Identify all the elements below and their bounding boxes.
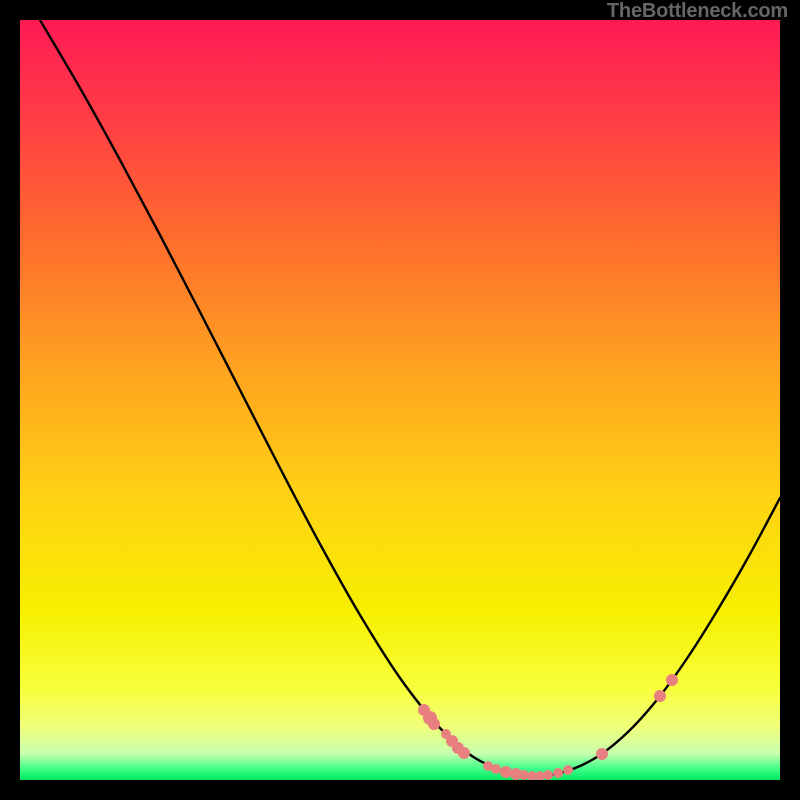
plot-area (20, 20, 780, 780)
marker-point (596, 748, 608, 760)
marker-point (428, 718, 440, 730)
marker-point (666, 674, 678, 686)
watermark-text: TheBottleneck.com (607, 0, 788, 23)
marker-point (500, 766, 512, 778)
marker-point (553, 768, 563, 778)
marker-point (543, 770, 553, 780)
marker-point (654, 690, 666, 702)
marker-point (458, 747, 470, 759)
bottleneck-curve (40, 20, 780, 776)
marker-point (563, 765, 573, 775)
curve-layer (20, 20, 780, 780)
marker-point (491, 764, 501, 774)
curve-markers (418, 674, 678, 780)
chart-frame: TheBottleneck.com (0, 0, 800, 800)
